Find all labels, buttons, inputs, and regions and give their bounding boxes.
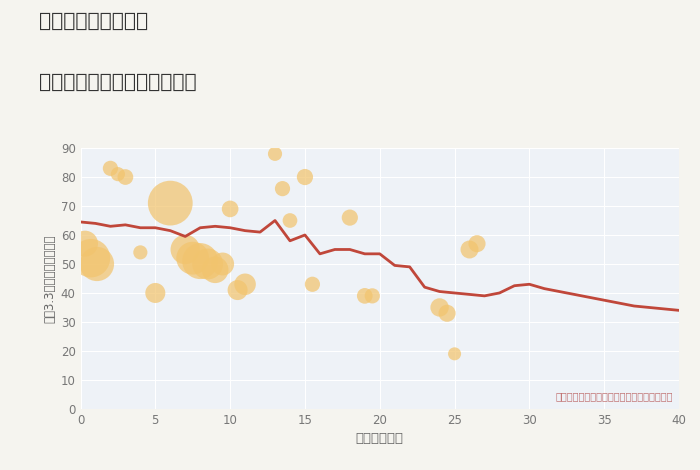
Point [232, 286, 243, 294]
Point [187, 254, 198, 262]
Point [359, 292, 370, 300]
Point [225, 205, 236, 212]
Point [79, 240, 90, 247]
X-axis label: 築年数（年）: 築年数（年） [356, 432, 404, 445]
Point [434, 304, 445, 311]
Point [284, 217, 295, 224]
Point [449, 350, 460, 358]
Point [471, 240, 482, 247]
Point [209, 266, 220, 274]
Point [112, 170, 123, 178]
Point [202, 260, 214, 268]
Point [92, 260, 103, 268]
Y-axis label: 平（3.3㎡）単価（万円）: 平（3.3㎡）単価（万円） [43, 234, 57, 323]
Point [300, 173, 311, 181]
Point [277, 185, 288, 192]
Point [164, 199, 176, 207]
Point [270, 150, 281, 157]
Text: 三重県松阪市大塚町: 三重県松阪市大塚町 [38, 12, 148, 31]
Point [442, 309, 453, 317]
Point [464, 246, 475, 253]
Point [120, 173, 131, 181]
Point [239, 281, 251, 288]
Point [85, 254, 97, 262]
Point [307, 281, 318, 288]
Point [344, 214, 356, 221]
Text: 築年数別中古マンション価格: 築年数別中古マンション価格 [38, 73, 196, 92]
Point [367, 292, 378, 300]
Point [217, 260, 228, 268]
Point [195, 257, 206, 265]
Point [105, 164, 116, 172]
Point [180, 246, 191, 253]
Point [134, 249, 146, 256]
Text: 円の大きさは、取引のあった物件面積を示す: 円の大きさは、取引のあった物件面積を示す [556, 391, 673, 401]
Point [150, 289, 161, 297]
